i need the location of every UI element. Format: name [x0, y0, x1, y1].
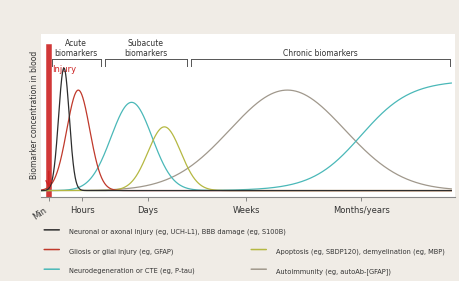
Text: Neurodegeneration or CTE (eg, P-tau): Neurodegeneration or CTE (eg, P-tau) — [69, 268, 194, 275]
Text: Gliosis or glial injury (eg, GFAP): Gliosis or glial injury (eg, GFAP) — [69, 248, 173, 255]
Text: Acute
biomarkers: Acute biomarkers — [55, 39, 98, 58]
Text: Neuronal or axonal injury (eg, UCH-L1), BBB damage (eg, S100B): Neuronal or axonal injury (eg, UCH-L1), … — [69, 228, 285, 235]
Text: Autoimmunity (eg, autoAb-[GFAP]): Autoimmunity (eg, autoAb-[GFAP]) — [275, 268, 390, 275]
Text: Apoptosis (eg, SBDP120), demyelination (eg, MBP): Apoptosis (eg, SBDP120), demyelination (… — [275, 248, 444, 255]
Text: Injury: Injury — [52, 65, 76, 74]
Text: Subacute
biomarkers: Subacute biomarkers — [124, 39, 167, 58]
Y-axis label: Biomarker concentration in blood: Biomarker concentration in blood — [29, 51, 39, 179]
Text: Chronic biomarkers: Chronic biomarkers — [283, 49, 358, 58]
